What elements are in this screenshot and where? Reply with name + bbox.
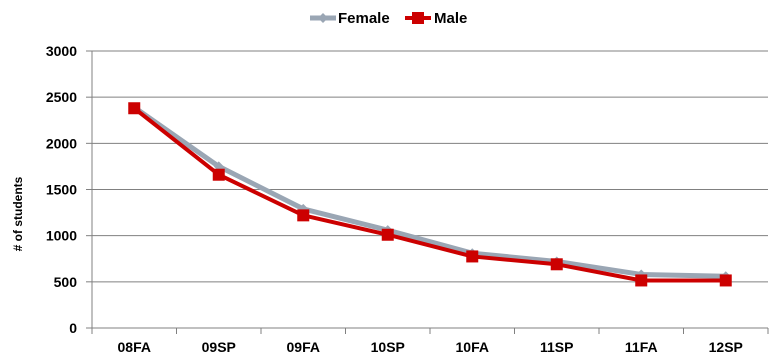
legend-label: Female (338, 10, 390, 27)
data-point (719, 274, 732, 287)
series-male (128, 102, 732, 287)
series-line (132, 106, 728, 283)
axes (91, 51, 768, 329)
legend-item-female: Female (310, 10, 390, 27)
y-tick-label: 0 (69, 320, 77, 336)
data-point (635, 274, 648, 287)
x-tick-label: 12SP (709, 339, 743, 354)
y-tick-label: 3000 (46, 43, 77, 59)
legend-swatch-marker (318, 13, 328, 23)
y-tick-label: 2500 (46, 89, 77, 105)
x-tick-label: 09SP (202, 339, 236, 354)
legend-label: Male (434, 10, 467, 27)
y-tick-label: 2000 (46, 135, 77, 151)
data-point (297, 209, 310, 222)
series-group (128, 102, 732, 287)
y-tick-label: 1000 (46, 228, 77, 244)
data-point (550, 258, 563, 271)
series-line (131, 104, 729, 279)
y-tick-label: 500 (54, 274, 78, 290)
x-tick-label: 10FA (456, 339, 489, 354)
gridlines (92, 50, 768, 283)
x-tick-label: 10SP (371, 339, 405, 354)
y-axis-ticks: 0 500 1000 1500 2000 2500 3000 (46, 43, 92, 336)
data-point (128, 102, 141, 115)
legend: Female Male (310, 10, 467, 27)
data-point (466, 250, 479, 263)
y-tick-label: 1500 (46, 182, 77, 198)
data-point (381, 228, 394, 241)
x-axis-ticks: 08FA 09SP 09FA 10SP 10FA 11SP 11FA 12SP (91, 328, 769, 354)
x-tick-label: 09FA (287, 339, 320, 354)
data-point (212, 168, 225, 181)
series-female (129, 102, 731, 282)
x-tick-label: 11SP (540, 339, 573, 354)
y-axis-label: # of students (11, 176, 25, 251)
x-tick-label: 11FA (625, 339, 658, 354)
x-tick-label: 08FA (118, 339, 151, 354)
legend-item-male: Male (405, 10, 467, 27)
legend-swatch-marker (412, 12, 424, 24)
